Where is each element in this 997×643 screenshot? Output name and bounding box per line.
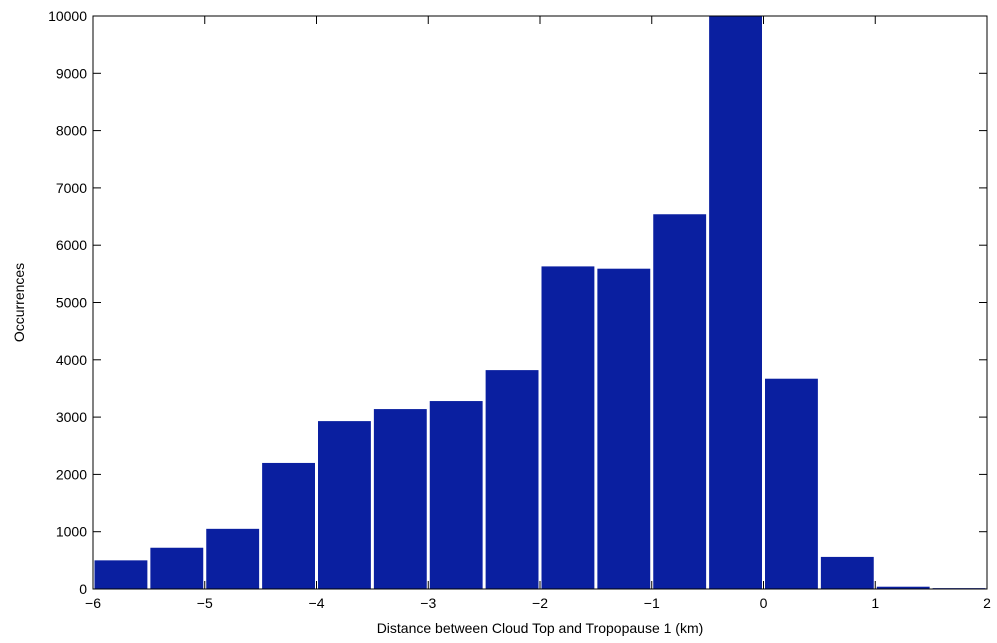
plot-area-frame — [92, 15, 988, 590]
y-tick-label: 1000 — [56, 524, 87, 540]
y-tick-label: 2000 — [56, 466, 87, 482]
x-tick-label: −3 — [420, 595, 436, 611]
bar — [485, 370, 539, 589]
y-tick-label: 7000 — [56, 180, 87, 196]
y-tick-label: 0 — [79, 581, 87, 597]
y-tick-label: 10000 — [48, 8, 87, 24]
bar — [653, 214, 707, 589]
x-tick-label: −1 — [644, 595, 660, 611]
y-tick-label: 6000 — [56, 237, 87, 253]
y-tick-label: 9000 — [56, 65, 87, 81]
x-tick-label: 0 — [760, 595, 768, 611]
bar — [150, 547, 204, 589]
x-tick-label: 1 — [871, 595, 879, 611]
y-tick-label: 3000 — [56, 409, 87, 425]
y-axis-ticks: 0 1000 2000 3000 4000 5000 6000 7000 8000 9000 100… — [48, 8, 987, 597]
bar — [541, 266, 595, 589]
y-axis-title: Occurrences — [11, 263, 27, 342]
bar — [206, 528, 260, 589]
x-axis-ticks: −6 −5 −4 −3 −2 −1 0 1 2 — [85, 16, 991, 611]
bar — [820, 556, 874, 589]
x-tick-label: −4 — [309, 595, 325, 611]
bar — [709, 16, 762, 589]
x-tick-label: 2 — [983, 595, 991, 611]
bar — [318, 421, 371, 589]
x-tick-label: −2 — [532, 595, 548, 611]
bar — [876, 586, 930, 589]
bar — [765, 378, 818, 589]
bar — [597, 268, 651, 589]
bar — [429, 401, 483, 589]
y-tick-label: 8000 — [56, 123, 87, 139]
y-tick-label: 4000 — [56, 352, 87, 368]
y-tick-label: 5000 — [56, 295, 87, 311]
x-tick-label: −6 — [85, 595, 101, 611]
bars-group — [94, 16, 986, 589]
bar — [94, 560, 148, 589]
bar — [373, 409, 427, 589]
bar — [262, 462, 315, 589]
x-tick-label: −5 — [197, 595, 213, 611]
x-axis-title: Distance between Cloud Top and Tropopaus… — [377, 620, 704, 636]
